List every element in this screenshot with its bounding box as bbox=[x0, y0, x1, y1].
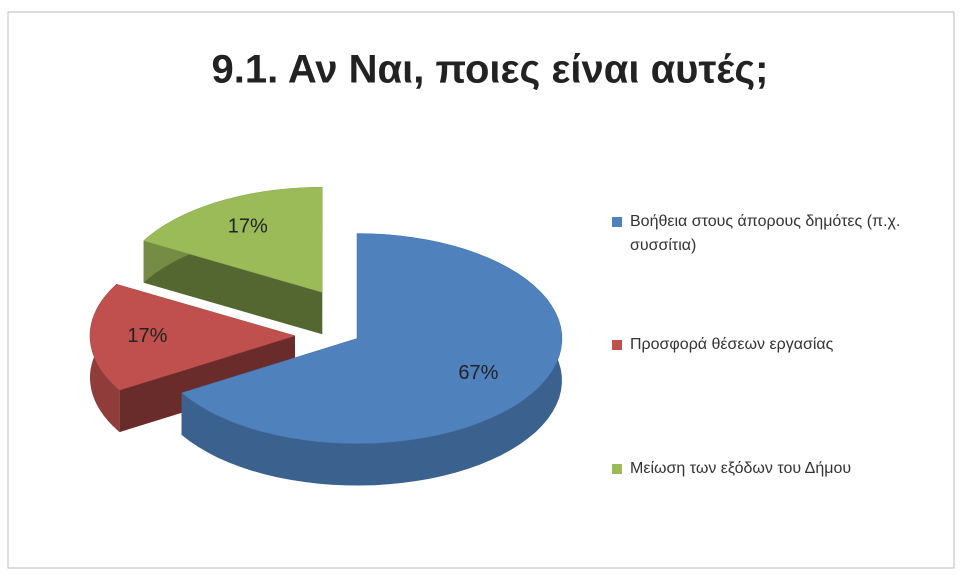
legend-label: Μείωση των εξόδων του Δήμου bbox=[630, 460, 852, 477]
legend-label: Βοήθεια στους άπορους δημότες (π.χ. συσσ… bbox=[630, 213, 901, 254]
chart-title: 9.1. Αν Ναι, ποιες είναι αυτές; bbox=[212, 48, 769, 92]
data-label: 67% bbox=[458, 362, 498, 384]
slice: 17% bbox=[143, 187, 323, 335]
slice-top bbox=[143, 187, 323, 293]
legend-swatch bbox=[612, 217, 622, 227]
slice: 17% bbox=[89, 283, 296, 433]
legend-swatch bbox=[612, 464, 622, 474]
slice-top bbox=[181, 233, 563, 444]
legend-item: Προσφορά θέσεων εργασίας bbox=[612, 333, 942, 357]
legend-item: Βοήθεια στους άπορους δημότες (π.χ. συσσ… bbox=[612, 210, 942, 258]
slice-side bbox=[143, 240, 323, 335]
legend-swatch bbox=[612, 340, 622, 350]
slice-top bbox=[89, 283, 296, 391]
data-label: 17% bbox=[127, 325, 167, 347]
legend-item: Μείωση των εξόδων του Δήμου bbox=[612, 457, 942, 481]
slice: 67% bbox=[181, 233, 563, 486]
data-label: 17% bbox=[228, 215, 268, 237]
legend-label: Προσφορά θέσεων εργασίας bbox=[630, 336, 834, 353]
